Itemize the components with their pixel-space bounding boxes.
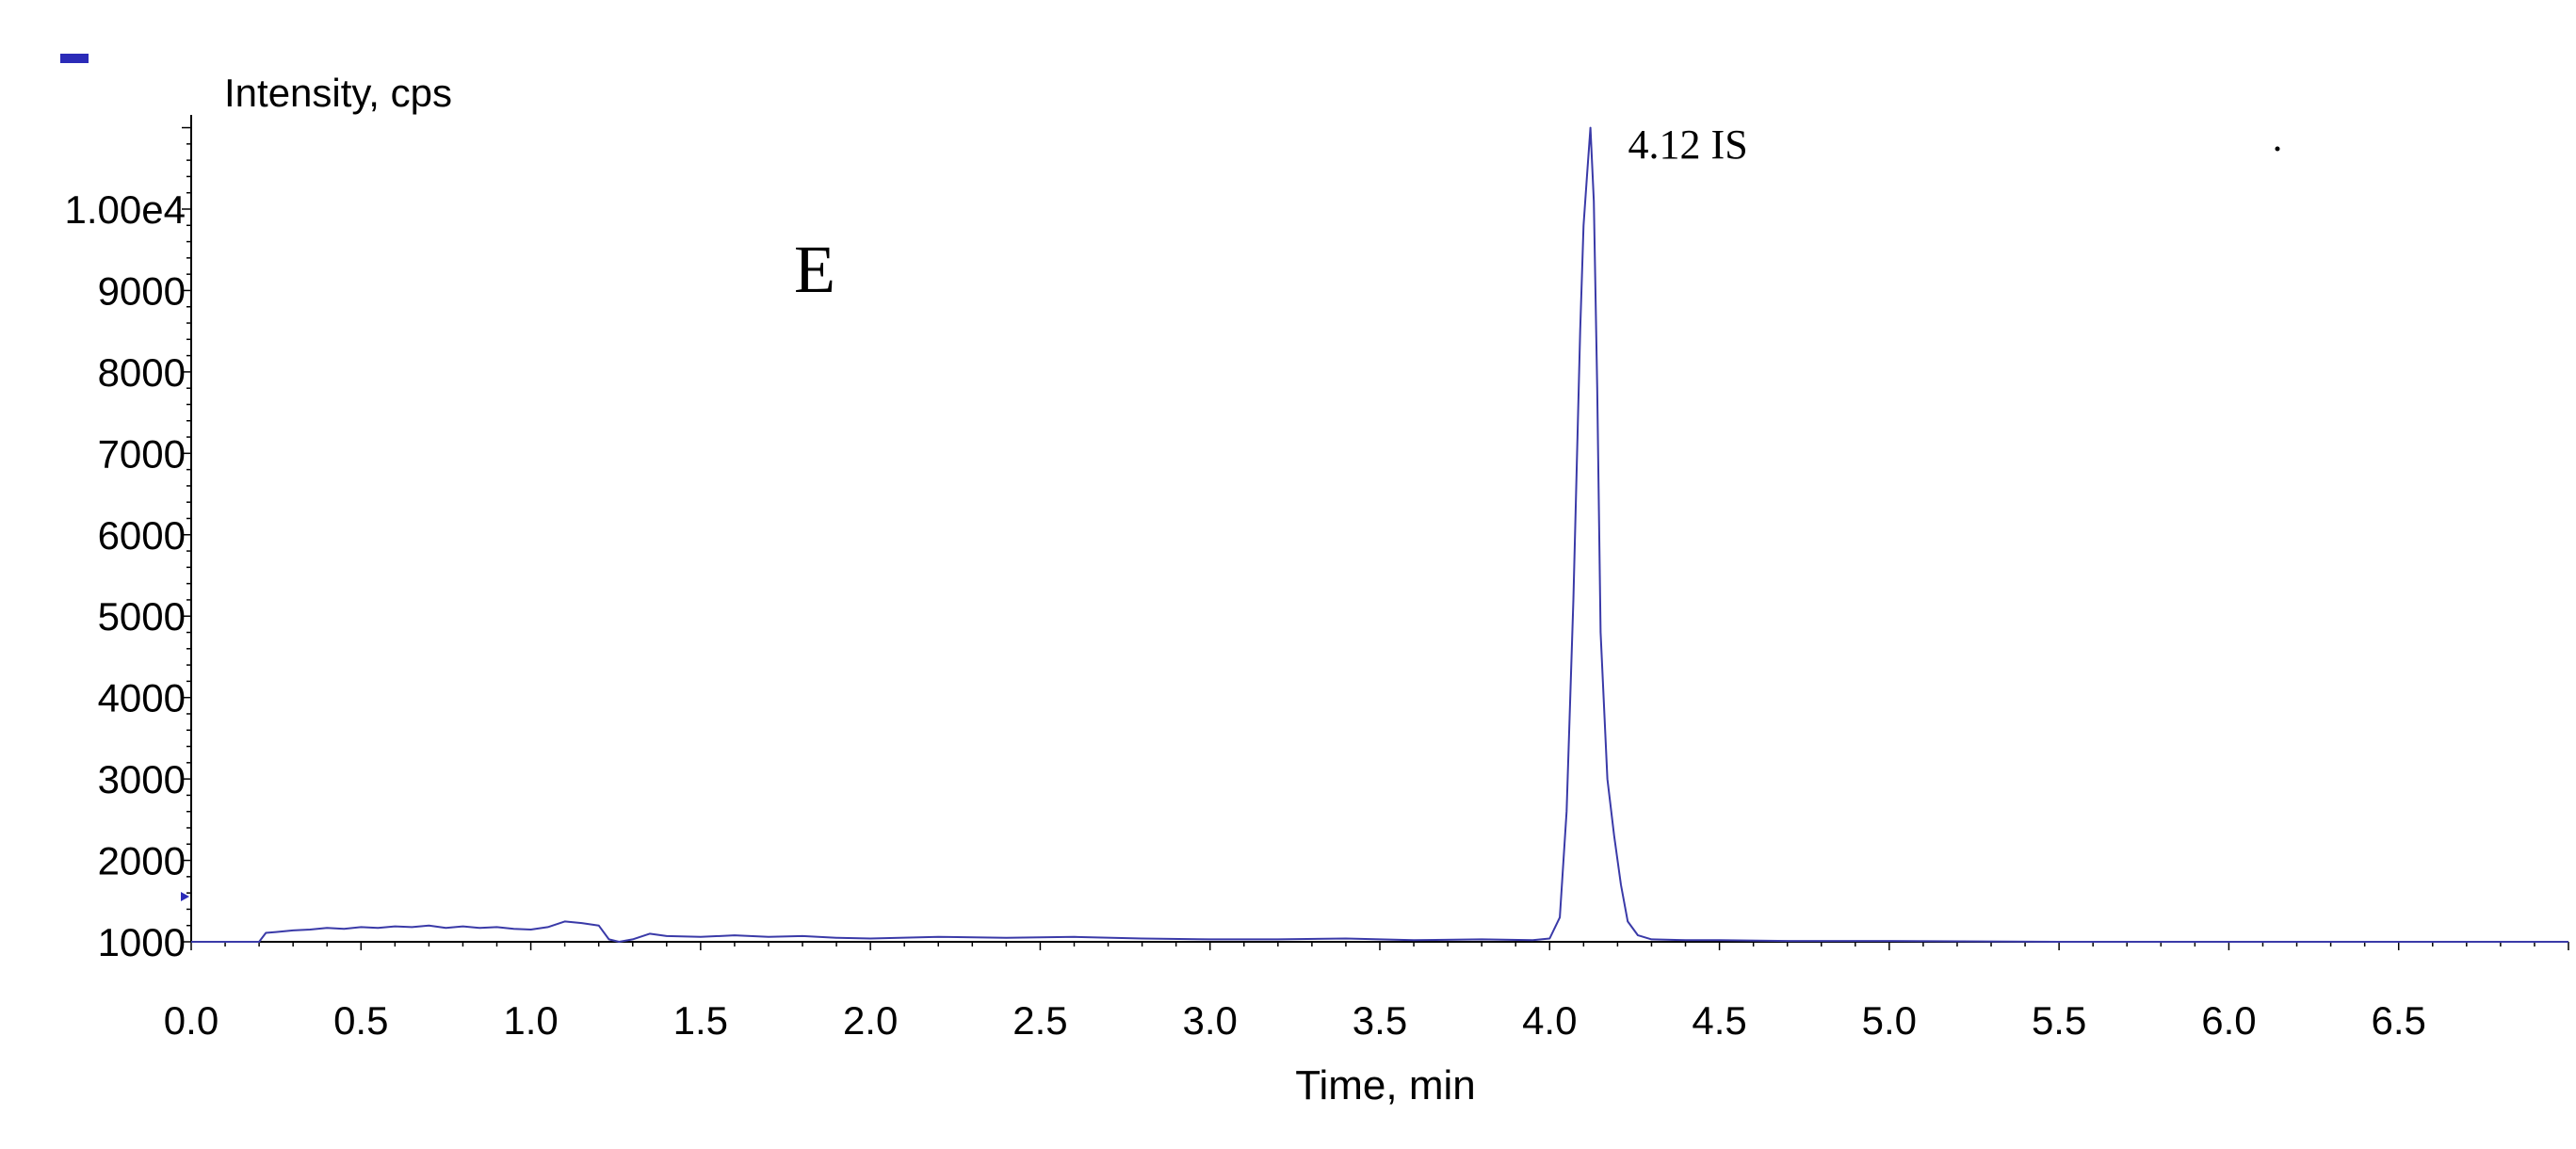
x-tick-label: 0.0	[164, 998, 219, 1043]
x-tick-label: 6.0	[2201, 998, 2256, 1043]
x-tick-label: 2.0	[843, 998, 898, 1043]
y-tick-label: 2000	[98, 839, 186, 883]
y-tick-label: 9000	[98, 268, 186, 313]
y-axis-arrow-icon	[181, 892, 189, 901]
x-tick-label: 4.0	[1522, 998, 1577, 1043]
x-tick-label: 1.5	[673, 998, 728, 1043]
y-tick-label: 8000	[98, 350, 186, 395]
y-tick-label: 3000	[98, 757, 186, 801]
y-tick-label: 1.00e4	[65, 187, 186, 232]
x-tick-label: 2.5	[1013, 998, 1067, 1043]
panel-label: E	[794, 232, 835, 307]
y-tick-label: 4000	[98, 676, 186, 720]
ticks-layer: 1000200030004000500060007000800090001.00…	[65, 126, 2569, 1043]
y-tick-label: 7000	[98, 431, 186, 476]
trace-layer	[191, 126, 2568, 943]
top-left-marker-icon	[60, 54, 89, 63]
x-tick-label: 1.0	[503, 998, 558, 1043]
x-tick-label: 5.0	[1862, 998, 1917, 1043]
x-axis-label: Time, min	[1295, 1062, 1476, 1109]
y-tick-label: 6000	[98, 513, 186, 558]
y-tick-label: 1000	[98, 920, 186, 964]
chromatogram-trace-0	[191, 126, 2568, 943]
x-tick-label: 5.5	[2032, 998, 2086, 1043]
stray-dot	[2275, 146, 2280, 152]
annotation-layer: 4.12 IS	[1628, 121, 1748, 168]
y-tick-label: 5000	[98, 594, 186, 639]
x-tick-label: 0.5	[333, 998, 388, 1043]
axes-layer	[190, 115, 2568, 943]
x-tick-label: 6.5	[2372, 998, 2426, 1043]
x-tick-label: 3.5	[1353, 998, 1407, 1043]
y-axis-label: Intensity, cps	[224, 71, 452, 115]
x-tick-label: 4.5	[1692, 998, 1746, 1043]
peak-annotation: 4.12 IS	[1628, 121, 1748, 168]
x-tick-label: 3.0	[1183, 998, 1238, 1043]
